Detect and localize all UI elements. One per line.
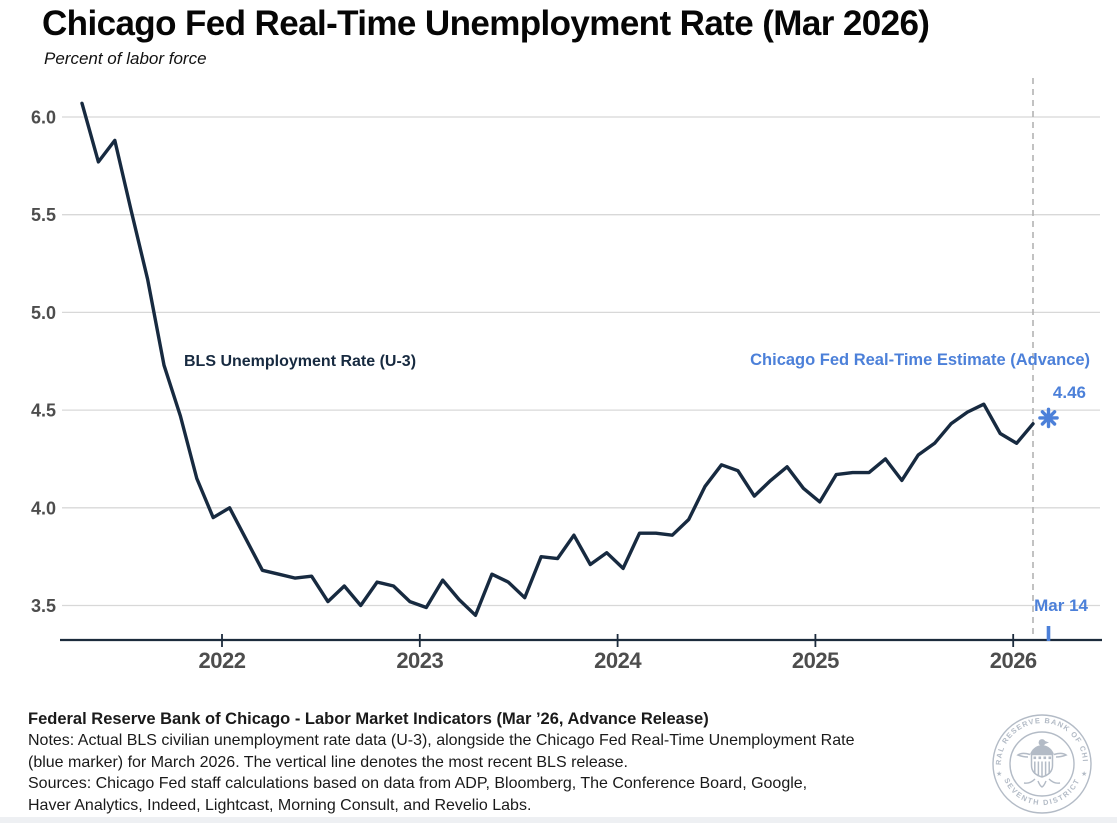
x-tick-label: 2025 — [792, 648, 839, 673]
footer-sources-line-2: Haver Analytics, Indeed, Lightcast, Morn… — [28, 796, 532, 814]
estimate-value-label: 4.46 — [1052, 383, 1086, 402]
chicago-fed-seal-icon: FEDERAL RESERVE BANK OF CHICAGO SEVENTH … — [988, 711, 1092, 814]
footer-notes-line-1: Notes: Actual BLS civilian unemployment … — [28, 732, 855, 749]
footer-notes-line-2: (blue marker) for March 2026. The vertic… — [28, 753, 628, 771]
bls-unemployment-line — [80, 101, 1035, 617]
estimate-asterisk-marker — [1040, 410, 1057, 426]
chart-subtitle: Percent of labor force — [44, 49, 207, 68]
footer-sources-line-1: Sources: Chicago Fed staff calculations … — [28, 775, 808, 792]
x-tick-label: 2023 — [396, 648, 443, 673]
y-tick-label: 5.0 — [31, 303, 56, 323]
x-tick-label: 2026 — [990, 648, 1037, 673]
y-tick-label: 5.5 — [31, 205, 56, 225]
seal-eagle-icon — [1016, 739, 1068, 788]
series-label-bls: BLS Unemployment Rate (U-3) — [184, 353, 417, 370]
y-tick-label: 4.5 — [31, 401, 56, 421]
footer-notes: Federal Reserve Bank of Chicago - Labor … — [28, 709, 983, 816]
y-tick-label: 4.0 — [31, 498, 56, 518]
x-tick-label: 2022 — [199, 648, 246, 673]
footer-title: Federal Reserve Bank of Chicago - Labor … — [28, 710, 709, 728]
x-tick-label: 2024 — [594, 648, 642, 673]
release-date-label: Mar 14 — [1034, 596, 1088, 615]
y-tick-label: 3.5 — [31, 596, 56, 616]
seal-star-left: ★ — [996, 770, 1002, 778]
chart-title: Chicago Fed Real-Time Unemployment Rate … — [42, 4, 930, 43]
seal-star-right: ★ — [1081, 770, 1087, 778]
series-label-estimate: Chicago Fed Real-Time Estimate (Advance) — [750, 351, 1090, 369]
y-tick-label: 6.0 — [31, 108, 56, 128]
window-bottom-strip — [0, 817, 1117, 823]
